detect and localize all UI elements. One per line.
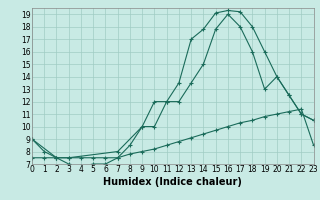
X-axis label: Humidex (Indice chaleur): Humidex (Indice chaleur) bbox=[103, 177, 242, 187]
